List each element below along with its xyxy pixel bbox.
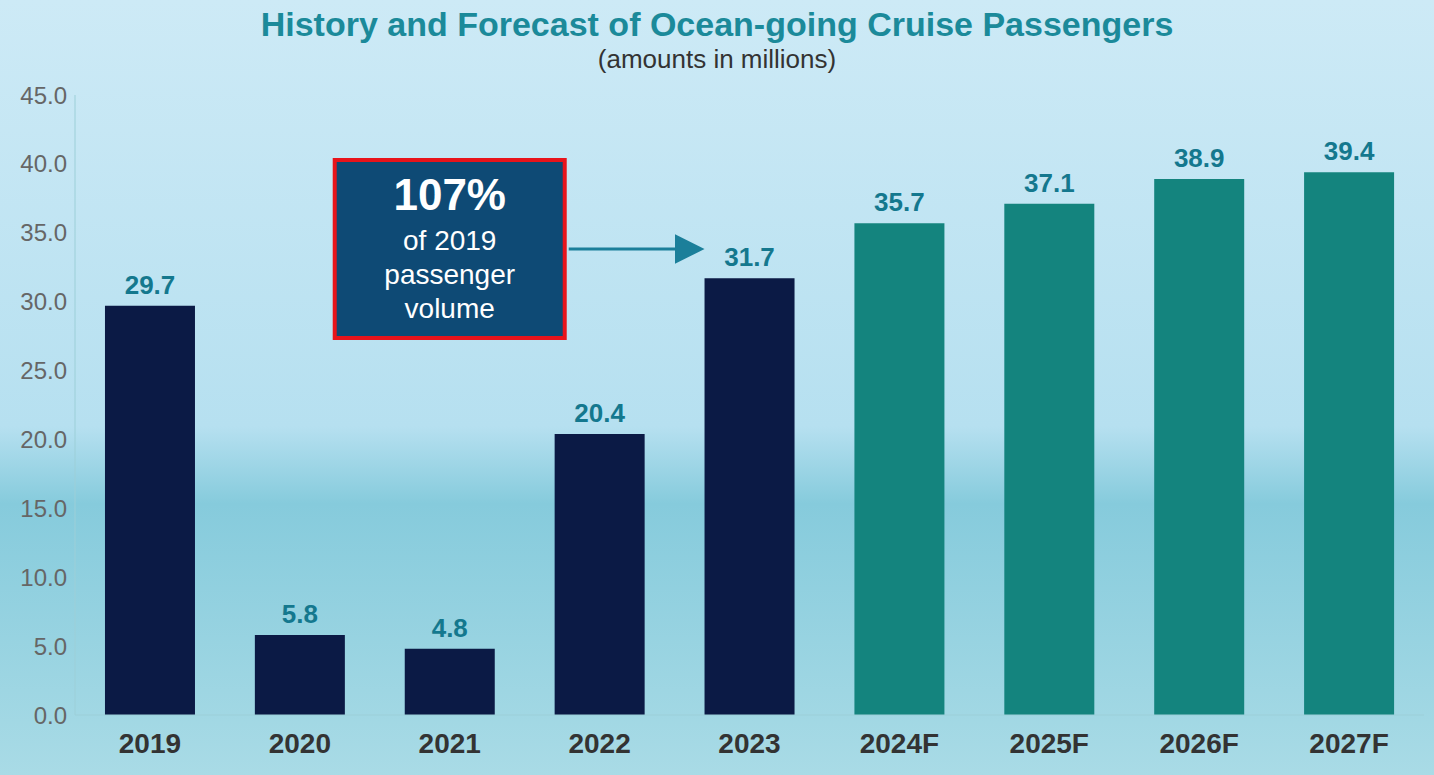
svg-text:20.4: 20.4: [574, 398, 625, 428]
svg-text:107%: 107%: [393, 170, 506, 219]
html-text:(amounts in millions): (amounts in millions): [597, 44, 837, 74]
svg-text:2024F: 2024F: [860, 728, 939, 759]
svg-text:5.8: 5.8: [282, 599, 318, 629]
svg-text:30.0: 30.0: [20, 288, 67, 315]
svg-text:4.8: 4.8: [432, 613, 468, 643]
svg-text:39.4: 39.4: [1324, 136, 1375, 166]
svg-text:of 2019: of 2019: [403, 225, 496, 256]
svg-text:2019: 2019: [119, 728, 181, 759]
svg-text:35.7: 35.7: [874, 187, 925, 217]
svg-text:2025F: 2025F: [1010, 728, 1089, 759]
svg-text:37.1: 37.1: [1024, 168, 1075, 198]
svg-text:0.0: 0.0: [34, 702, 67, 729]
svg-text:volume: volume: [405, 293, 495, 324]
svg-text:31.7: 31.7: [724, 242, 775, 272]
svg-text:15.0: 15.0: [20, 495, 67, 522]
html-text:History and Forecast of Ocean-: History and Forecast of Ocean-going Crui…: [260, 5, 1174, 43]
svg-text:5.0: 5.0: [34, 633, 67, 660]
svg-text:2021: 2021: [419, 728, 481, 759]
svg-text:35.0: 35.0: [20, 219, 67, 246]
svg-text:38.9: 38.9: [1174, 143, 1225, 173]
svg-text:25.0: 25.0: [20, 357, 67, 384]
svg-text:2022: 2022: [568, 728, 630, 759]
svg-text:2027F: 2027F: [1309, 728, 1388, 759]
svg-text:2020: 2020: [269, 728, 331, 759]
svg-text:2023: 2023: [718, 728, 780, 759]
svg-text:45.0: 45.0: [20, 82, 67, 109]
svg-text:20.0: 20.0: [20, 426, 67, 453]
svg-text:29.7: 29.7: [125, 270, 176, 300]
svg-text:2026F: 2026F: [1159, 728, 1238, 759]
svg-text:10.0: 10.0: [20, 564, 67, 591]
svg-text:40.0: 40.0: [20, 150, 67, 177]
svg-text:passenger: passenger: [384, 259, 515, 290]
